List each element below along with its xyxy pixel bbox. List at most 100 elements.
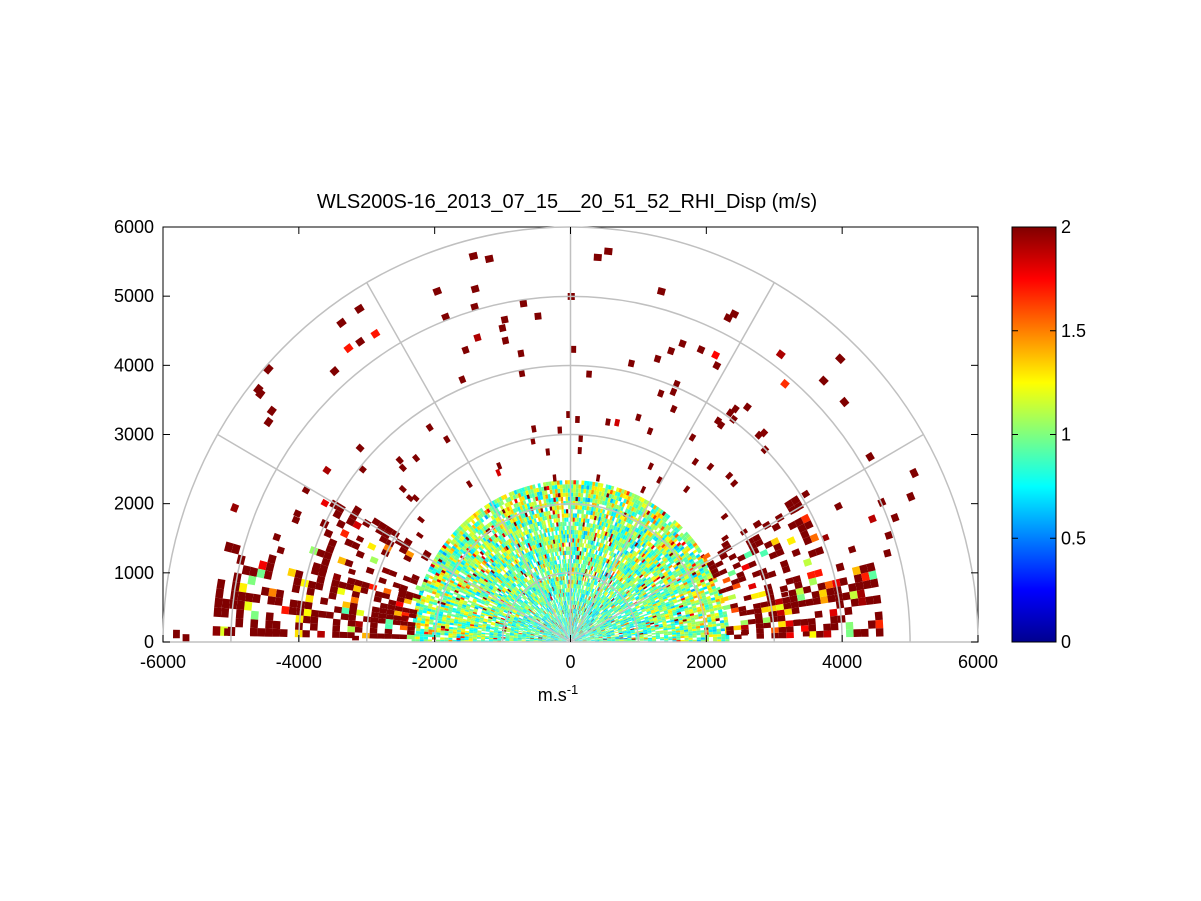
data-cell: [582, 628, 587, 632]
data-cell: [598, 633, 603, 635]
data-cell: [629, 549, 634, 554]
data-cell: [595, 626, 600, 630]
data-cell: [715, 615, 720, 619]
data-cell: [601, 606, 606, 610]
data-cell: [585, 625, 589, 629]
data-cell: [616, 574, 620, 579]
data-cell: [690, 619, 696, 623]
data-cell: [666, 562, 672, 568]
data-cell: [609, 596, 613, 601]
data-cell: [595, 595, 599, 600]
data-cell: [676, 548, 682, 554]
data-cell: [627, 552, 632, 557]
data-cell: [626, 573, 631, 578]
data-cell: [621, 574, 626, 579]
data-cell: [610, 631, 615, 633]
data-cell: [616, 580, 621, 585]
data-cell: [579, 630, 583, 634]
data-cell: [597, 608, 602, 612]
data-cell: [631, 577, 635, 582]
data-cell: [641, 522, 646, 528]
data-cell: [643, 533, 648, 538]
data-cell: [588, 631, 593, 634]
data-cell: [577, 505, 580, 510]
data-cell: [639, 638, 644, 640]
data-cell: [623, 617, 628, 621]
data-cell: [654, 623, 659, 626]
data-cell: [619, 572, 624, 577]
data-cell: [641, 531, 646, 537]
data-cell: [640, 569, 645, 575]
data-cell: [611, 571, 615, 576]
data-cell: [594, 637, 599, 639]
data-cell: [595, 606, 599, 610]
data-cell: [658, 606, 663, 610]
data-cell: [610, 634, 615, 637]
data-cell: [557, 518, 561, 523]
data-cell: [626, 562, 631, 567]
data-cell: [692, 607, 697, 611]
data-cell: [580, 632, 584, 635]
data-cell: [630, 589, 635, 594]
data-cell: [585, 633, 590, 636]
data-cell: [575, 632, 579, 636]
data-cell: [701, 594, 707, 599]
data-cell: [572, 530, 575, 535]
data-cell: [644, 619, 650, 622]
data-cell: [648, 565, 653, 570]
data-cell: [582, 627, 586, 631]
data-cell: [603, 615, 608, 619]
data-cell: [639, 615, 644, 618]
data-cell: [685, 577, 691, 582]
data-cell: [574, 639, 579, 641]
data-cell: [624, 565, 629, 571]
data-cell: [639, 506, 644, 512]
data-cell: [602, 585, 606, 590]
data-cell: [586, 614, 589, 618]
data-cell: [614, 574, 619, 579]
data-cell: [653, 526, 659, 531]
data-cell: [618, 609, 623, 613]
data-cell: [661, 532, 666, 538]
data-cell: [672, 519, 677, 525]
data-cell: [643, 509, 649, 514]
data-cell: [598, 582, 602, 587]
data-cell: [591, 626, 595, 629]
data-cell: [586, 626, 590, 630]
data-cell: [652, 593, 657, 598]
data-cell: [641, 576, 646, 581]
data-cell: [574, 640, 579, 642]
data-cell: [601, 612, 605, 616]
data-cell: [662, 551, 668, 556]
data-cell: [655, 632, 660, 635]
data-cell: [582, 611, 585, 616]
data-cell: [611, 638, 616, 640]
data-cell: [614, 563, 618, 569]
data-cell: [662, 522, 668, 528]
data-cell: [604, 625, 608, 628]
data-cell: [672, 632, 677, 635]
data-cell: [703, 602, 709, 606]
data-cell: [687, 582, 693, 586]
data-cell: [620, 624, 626, 627]
data-cell: [708, 589, 714, 594]
data-cell: [591, 613, 595, 617]
data-cell: [676, 561, 681, 566]
data-cell: [635, 605, 640, 609]
data-cell: [586, 639, 591, 640]
data-cell: [671, 570, 677, 575]
data-cell: [637, 524, 642, 530]
data-cell: [665, 603, 671, 607]
data-cell: [573, 636, 577, 640]
data-cell: [647, 634, 652, 637]
data-cell: [649, 532, 654, 538]
data-cell: [581, 621, 585, 625]
data-cell: [658, 623, 663, 627]
data-cell: [639, 604, 644, 608]
data-cell: [676, 636, 681, 639]
data-cell: [689, 598, 695, 603]
data-cell: [627, 638, 632, 640]
data-cell: [593, 633, 598, 636]
data-cell: [600, 605, 604, 609]
data-cell: [601, 570, 605, 575]
